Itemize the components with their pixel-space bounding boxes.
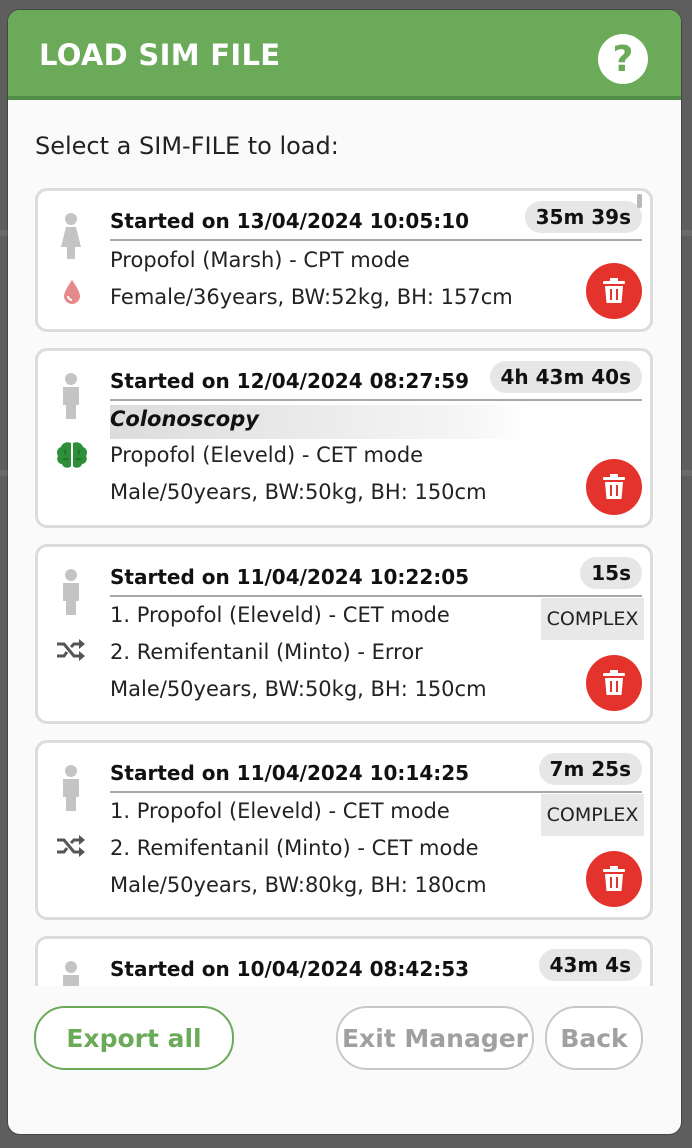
sim-file-card[interactable]: Started on 11/04/2024 10:14:25 7m 25s CO… bbox=[35, 740, 653, 920]
complex-badge: COMPLEX bbox=[541, 598, 644, 640]
shuffle-icon bbox=[57, 639, 85, 661]
trash-icon bbox=[603, 866, 625, 891]
dialog-header: LOAD SIM FILE ? bbox=[8, 10, 681, 100]
trash-icon bbox=[603, 670, 625, 695]
trash-icon bbox=[603, 474, 625, 499]
export-all-button[interactable]: Export all bbox=[34, 1006, 234, 1070]
back-button[interactable]: Back bbox=[545, 1006, 643, 1070]
patient-details-text: Female/36years, BW:52kg, BH: 157cm bbox=[110, 285, 513, 309]
help-button[interactable]: ? bbox=[598, 34, 648, 84]
scrollbar-thumb[interactable] bbox=[637, 194, 642, 208]
trash-icon bbox=[603, 278, 625, 303]
male-person-icon bbox=[63, 569, 79, 615]
male-person-icon bbox=[63, 765, 79, 811]
duration-badge: 4h 43m 40s bbox=[489, 361, 642, 393]
duration-badge: 35m 39s bbox=[524, 201, 642, 233]
sim-file-list[interactable]: Started on 13/04/2024 10:05:10 35m 39s P… bbox=[35, 188, 653, 986]
delete-button[interactable] bbox=[586, 851, 642, 907]
male-person-icon bbox=[63, 961, 79, 986]
drug-model-text: Propofol (Marsh) - CPT mode bbox=[110, 248, 410, 272]
started-timestamp: Started on 12/04/2024 08:27:59 bbox=[110, 369, 470, 393]
duration-badge: 15s bbox=[580, 557, 642, 589]
help-icon: ? bbox=[612, 38, 634, 80]
divider bbox=[110, 791, 642, 793]
sim-file-card[interactable]: Started on 13/04/2024 10:05:10 35m 39s P… bbox=[35, 188, 653, 332]
drug-model-text: 2. Remifentanil (Minto) - Error bbox=[110, 640, 423, 664]
started-timestamp: Started on 11/04/2024 10:22:05 bbox=[110, 565, 470, 589]
exit-manager-button[interactable]: Exit Manager bbox=[336, 1006, 534, 1070]
patient-details-text: Male/50years, BW:50kg, BH: 150cm bbox=[110, 480, 487, 504]
drug-model-text: 1. Propofol (Eleveld) - CET mode bbox=[110, 603, 450, 627]
shuffle-icon bbox=[57, 835, 85, 857]
duration-badge: 43m 4s bbox=[538, 949, 642, 981]
patient-details-text: Male/50years, BW:50kg, BH: 150cm bbox=[110, 677, 487, 701]
divider bbox=[110, 399, 642, 401]
drug-model-text: 1. Propofol (Eleveld) - CET mode bbox=[110, 799, 450, 823]
divider bbox=[110, 595, 642, 597]
drug-model-text: 2. Remifentanil (Minto) - CET mode bbox=[110, 836, 479, 860]
sim-file-card[interactable]: Started on 12/04/2024 08:27:59 4h 43m 40… bbox=[35, 348, 653, 528]
started-timestamp: Started on 13/04/2024 10:05:10 bbox=[110, 209, 470, 233]
started-timestamp: Started on 11/04/2024 10:14:25 bbox=[110, 761, 470, 785]
delete-button[interactable] bbox=[586, 459, 642, 515]
sim-file-card[interactable]: Started on 11/04/2024 10:22:05 15s COMPL… bbox=[35, 544, 653, 724]
male-person-icon bbox=[63, 373, 79, 419]
started-timestamp: Started on 10/04/2024 08:42:53 bbox=[110, 957, 470, 981]
label-highlight bbox=[110, 405, 530, 439]
select-prompt: Select a SIM-FILE to load: bbox=[35, 132, 339, 160]
load-sim-file-dialog: LOAD SIM FILE ? Select a SIM-FILE to loa… bbox=[8, 10, 681, 1134]
dialog-title: LOAD SIM FILE bbox=[39, 38, 281, 72]
divider bbox=[110, 239, 642, 241]
duration-badge: 7m 25s bbox=[538, 753, 642, 785]
drug-model-text: Propofol (Eleveld) - CET mode bbox=[110, 443, 424, 467]
delete-button[interactable] bbox=[586, 263, 642, 319]
sim-file-card[interactable]: Started on 10/04/2024 08:42:53 43m 4s bbox=[35, 936, 653, 986]
delete-button[interactable] bbox=[586, 655, 642, 711]
patient-details-text: Male/50years, BW:80kg, BH: 180cm bbox=[110, 873, 487, 897]
brain-icon bbox=[57, 442, 87, 468]
procedure-label: Colonoscopy bbox=[110, 407, 259, 431]
female-person-icon bbox=[61, 213, 81, 259]
complex-badge: COMPLEX bbox=[541, 794, 644, 836]
blood-drop-icon bbox=[64, 280, 80, 304]
